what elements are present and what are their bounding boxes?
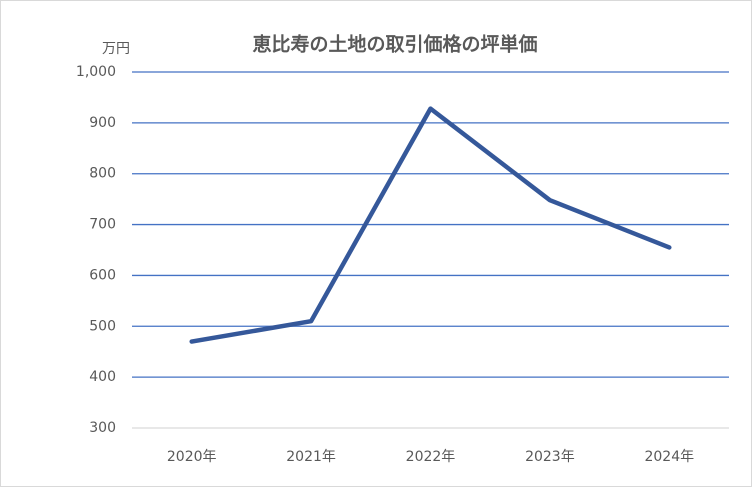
y-tick-label: 600 — [89, 267, 116, 283]
y-tick-label: 400 — [89, 369, 116, 385]
y-tick-label: 700 — [89, 217, 116, 233]
x-tick-label: 2020年 — [167, 449, 217, 465]
y-tick-label: 900 — [89, 115, 116, 131]
line — [189, 106, 672, 344]
y-tick-label: 500 — [89, 318, 116, 334]
y-unit-label: 万円 — [102, 41, 130, 57]
chart-title: 恵比寿の土地の取引価格の坪単価 — [252, 33, 537, 56]
x-tick-label: 2023年 — [525, 449, 575, 465]
x-tick-label: 2021年 — [286, 449, 336, 465]
y-tick-label: 1,000 — [76, 64, 116, 80]
y-tick-label: 300 — [89, 420, 116, 436]
x-tick-label: 2022年 — [406, 449, 456, 465]
x-tick-label: 2024年 — [644, 449, 694, 465]
y-tick-label: 800 — [89, 166, 116, 182]
